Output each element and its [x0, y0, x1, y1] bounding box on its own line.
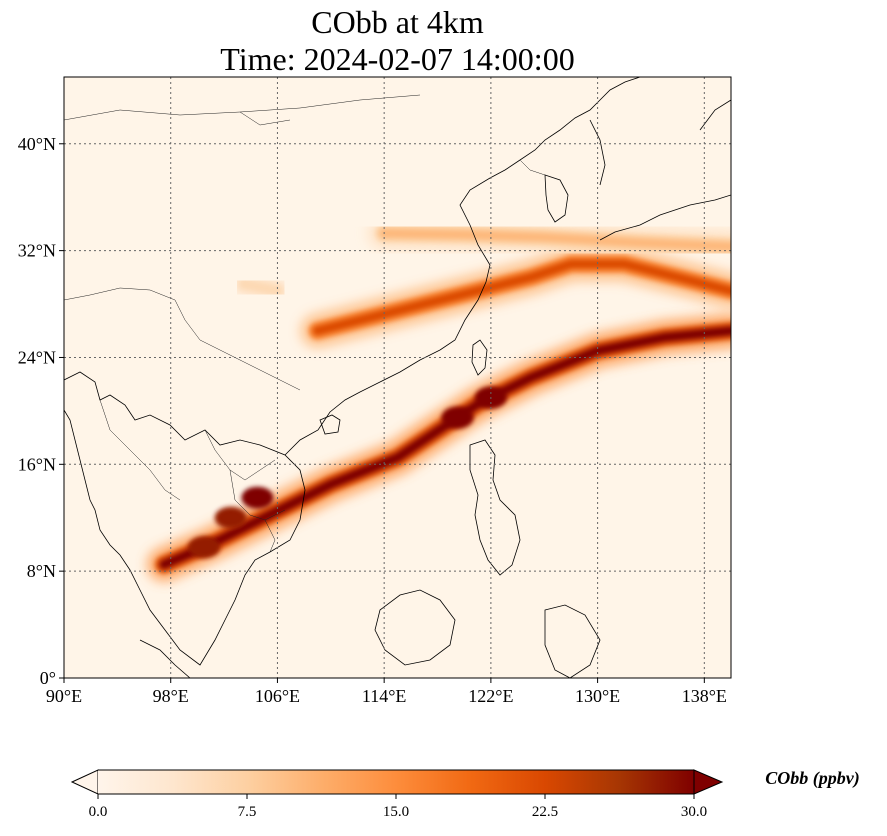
lat-tick-label: 40°N	[18, 134, 56, 154]
lon-tick-label: 106°E	[255, 686, 300, 706]
lon-tick-label: 130°E	[575, 686, 620, 706]
lon-tick-label: 98°E	[153, 686, 189, 706]
co-concentration-field	[147, 216, 731, 582]
plume-band-core	[313, 259, 731, 336]
colorbar-tick-label: 7.5	[238, 804, 257, 820]
hotspot	[214, 506, 247, 529]
longitude-axis: 90°E 98°E 106°E 114°E 122°E 130°E 138°E	[46, 678, 727, 706]
lon-tick-label: 122°E	[468, 686, 513, 706]
colorbar-gradient	[98, 770, 694, 794]
colorbar-extend-min	[70, 769, 99, 795]
colorbar-tick-label: 0.0	[89, 804, 108, 820]
colorbar-tick-label: 30.0	[681, 804, 707, 820]
lon-tick-label: 114°E	[362, 686, 407, 706]
country-borders	[64, 94, 546, 553]
colorbar-tick-label: 15.0	[383, 804, 409, 820]
map-gridlines	[64, 77, 731, 678]
hotspot	[241, 486, 274, 509]
lat-tick-label: 32°N	[18, 241, 56, 261]
colorbar-extend-max	[693, 769, 724, 795]
colorbar-tick-label: 22.5	[532, 804, 558, 820]
plume-band-core	[159, 326, 731, 569]
plume-band-core	[379, 228, 731, 252]
latitude-axis: 0° 8°N 16°N 24°N 32°N 40°N	[18, 134, 64, 688]
lat-tick-label: 8°N	[27, 561, 56, 581]
lat-tick-label: 0°	[40, 668, 56, 688]
colorbar-ticks: 0.0 7.5 15.0 22.5 30.0	[89, 794, 707, 820]
coastlines	[64, 77, 731, 678]
map-title-line2: Time: 2024-02-07 14:00:00	[220, 41, 575, 77]
colorbar-label: CObb (ppbv)	[765, 768, 860, 788]
hotspot	[188, 536, 221, 559]
map-frame	[63, 76, 732, 679]
map-title-line1: CObb at 4km	[311, 4, 484, 40]
plume-band-core	[239, 279, 282, 296]
lon-tick-label: 90°E	[46, 686, 82, 706]
colorbar: 0.0 7.5 15.0 22.5 30.0	[70, 769, 724, 820]
lat-tick-label: 16°N	[18, 454, 56, 474]
map-background	[64, 77, 731, 678]
lat-tick-label: 24°N	[18, 347, 56, 367]
lon-tick-label: 138°E	[682, 686, 727, 706]
hotspot	[441, 406, 474, 429]
